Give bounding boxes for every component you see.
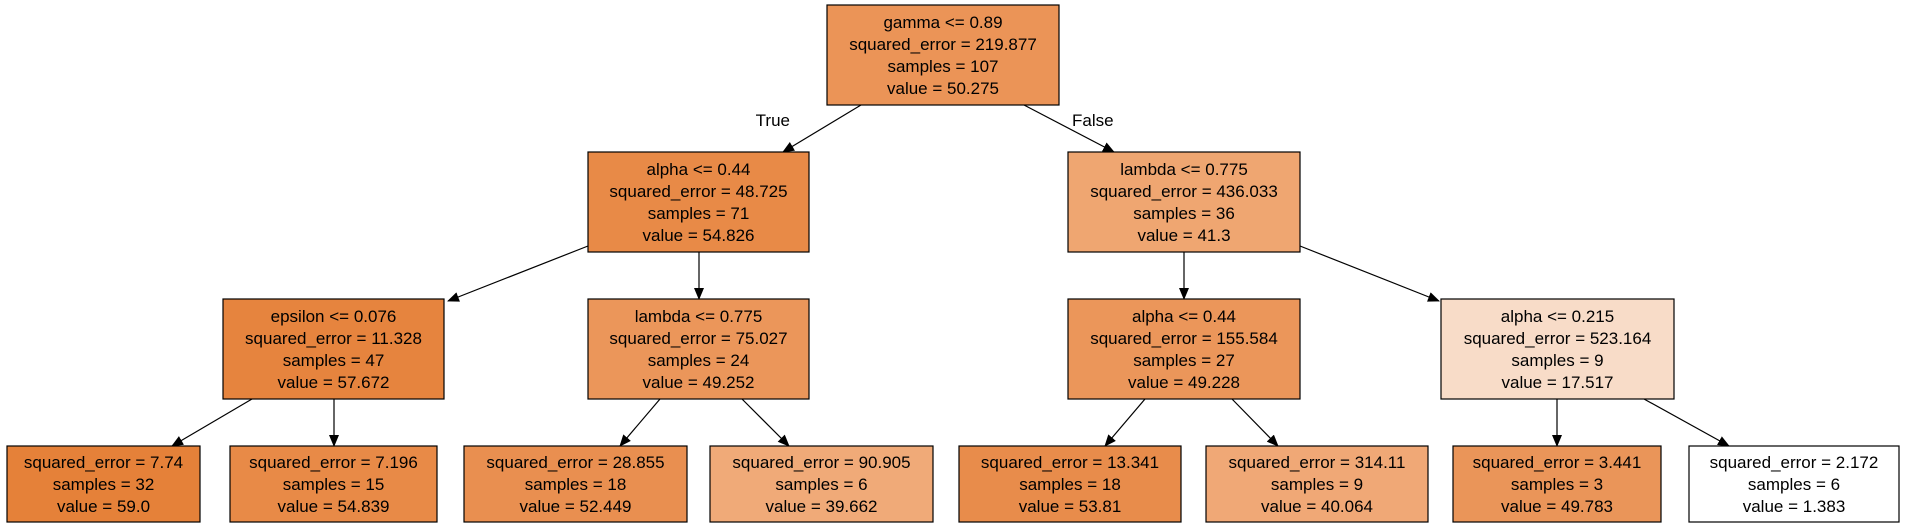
node-line: samples = 3 — [1511, 475, 1603, 494]
node-line: squared_error = 314.11 — [1229, 453, 1406, 472]
node-line: samples = 18 — [525, 475, 627, 494]
node-box — [587, 151, 810, 253]
node-line: samples = 24 — [648, 351, 750, 370]
node-line: squared_error = 436.033 — [1090, 182, 1278, 201]
node-line: samples = 18 — [1019, 475, 1121, 494]
node-line: value = 39.662 — [765, 497, 877, 516]
node-line: squared_error = 7.74 — [24, 453, 183, 472]
node-line: alpha <= 0.44 — [647, 160, 751, 179]
tree-node-n9: squared_error = 28.855 samples = 18 value … — [463, 445, 688, 523]
node-line: squared_error = 523.164 — [1464, 329, 1652, 348]
node-line: value = 49.252 — [642, 373, 754, 392]
node-line: value = 59.0 — [57, 497, 150, 516]
tree-node-n5: alpha <= 0.44 squared_error = 155.584 samp… — [1067, 298, 1301, 400]
edge-n5-n12 — [1231, 398, 1279, 447]
node-box — [1440, 298, 1675, 400]
node-box — [1452, 445, 1662, 523]
node-line: value = 1.383 — [1743, 497, 1846, 516]
node-box — [826, 4, 1060, 106]
node-line: squared_error = 7.196 — [249, 453, 418, 472]
node-line: squared_error = 48.725 — [609, 182, 787, 201]
node-line: squared_error = 155.584 — [1090, 329, 1278, 348]
node-line: value = 40.064 — [1261, 497, 1373, 516]
tree-node-n6: alpha <= 0.215 squared_error = 523.164 sam… — [1440, 298, 1675, 400]
node-box — [958, 445, 1182, 523]
tree-node-n10: squared_error = 90.905 samples = 6 value =… — [709, 445, 934, 523]
edge-label-false: False — [1072, 111, 1114, 130]
tree-node-n2: lambda <= 0.775 squared_error = 436.033 sa… — [1067, 151, 1301, 253]
node-line: value = 52.449 — [519, 497, 631, 516]
node-box — [1688, 445, 1900, 523]
node-line: value = 17.517 — [1501, 373, 1613, 392]
tree-node-n3: epsilon <= 0.076 squared_error = 11.328 sa… — [222, 298, 445, 400]
node-line: samples = 27 — [1133, 351, 1235, 370]
edge-n2-n6 — [1299, 245, 1440, 302]
node-line: samples = 9 — [1511, 351, 1603, 370]
node-box — [587, 298, 810, 400]
tree-node-n11: squared_error = 13.341 samples = 18 value … — [958, 445, 1182, 523]
node-line: lambda <= 0.775 — [1120, 160, 1248, 179]
edge-n6-n14 — [1643, 398, 1730, 447]
node-line: samples = 15 — [283, 475, 385, 494]
node-line: alpha <= 0.44 — [1132, 307, 1236, 326]
node-line: squared_error = 28.855 — [486, 453, 664, 472]
edge-n0-n1 — [782, 104, 862, 153]
node-line: value = 53.81 — [1019, 497, 1122, 516]
node-line: value = 49.228 — [1128, 373, 1240, 392]
node-line: value = 41.3 — [1137, 226, 1230, 245]
node-line: samples = 36 — [1133, 204, 1235, 223]
node-line: samples = 6 — [1748, 475, 1840, 494]
tree-node-n8: squared_error = 7.196 samples = 15 value =… — [229, 445, 438, 523]
node-line: value = 57.672 — [277, 373, 389, 392]
tree-node-n14: squared_error = 2.172 samples = 6 value = … — [1688, 445, 1900, 523]
node-line: samples = 107 — [887, 57, 998, 76]
node-box — [229, 445, 438, 523]
node-box — [709, 445, 934, 523]
edges-layer: True False — [171, 104, 1730, 447]
tree-node-n12: squared_error = 314.11 samples = 9 value =… — [1205, 445, 1429, 523]
tree-node-n7: squared_error = 7.74 samples = 32 value = … — [6, 445, 201, 523]
tree-node-n13: squared_error = 3.441 samples = 3 value = … — [1452, 445, 1662, 523]
node-line: squared_error = 11.328 — [245, 329, 422, 348]
tree-node-n0: gamma <= 0.89 squared_error = 219.877 samp… — [826, 4, 1060, 106]
node-line: value = 54.826 — [642, 226, 754, 245]
node-line: squared_error = 219.877 — [849, 35, 1037, 54]
node-box — [1067, 298, 1301, 400]
node-line: gamma <= 0.89 — [883, 13, 1002, 32]
node-line: epsilon <= 0.076 — [271, 307, 397, 326]
tree-node-n1: alpha <= 0.44 squared_error = 48.725 sampl… — [587, 151, 810, 253]
node-line: samples = 32 — [53, 475, 155, 494]
edge-n4-n9 — [619, 398, 661, 447]
node-line: value = 49.783 — [1501, 497, 1613, 516]
node-line: squared_error = 2.172 — [1710, 453, 1879, 472]
node-line: squared_error = 3.441 — [1473, 453, 1642, 472]
node-line: squared_error = 75.027 — [609, 329, 787, 348]
edge-n1-n3 — [447, 245, 589, 302]
tree-node-n4: lambda <= 0.775 squared_error = 75.027 sam… — [587, 298, 810, 400]
node-line: samples = 47 — [283, 351, 385, 370]
node-line: value = 54.839 — [277, 497, 389, 516]
node-line: samples = 9 — [1271, 475, 1363, 494]
node-box — [1067, 151, 1301, 253]
node-box — [6, 445, 201, 523]
edge-n5-n11 — [1104, 398, 1146, 447]
node-line: samples = 6 — [775, 475, 867, 494]
node-line: value = 50.275 — [887, 79, 999, 98]
edge-label-true: True — [756, 111, 790, 130]
edge-n3-n7 — [171, 398, 253, 447]
node-box — [1205, 445, 1429, 523]
node-line: squared_error = 13.341 — [981, 453, 1159, 472]
node-box — [463, 445, 688, 523]
node-box — [222, 298, 445, 400]
edge-n0-n2 — [1023, 104, 1115, 153]
node-line: squared_error = 90.905 — [732, 453, 910, 472]
node-line: samples = 71 — [648, 204, 750, 223]
nodes-layer: gamma <= 0.89 squared_error = 219.877 samp… — [6, 4, 1900, 523]
node-line: alpha <= 0.215 — [1501, 307, 1614, 326]
edge-n4-n10 — [741, 398, 790, 447]
node-line: lambda <= 0.775 — [635, 307, 763, 326]
